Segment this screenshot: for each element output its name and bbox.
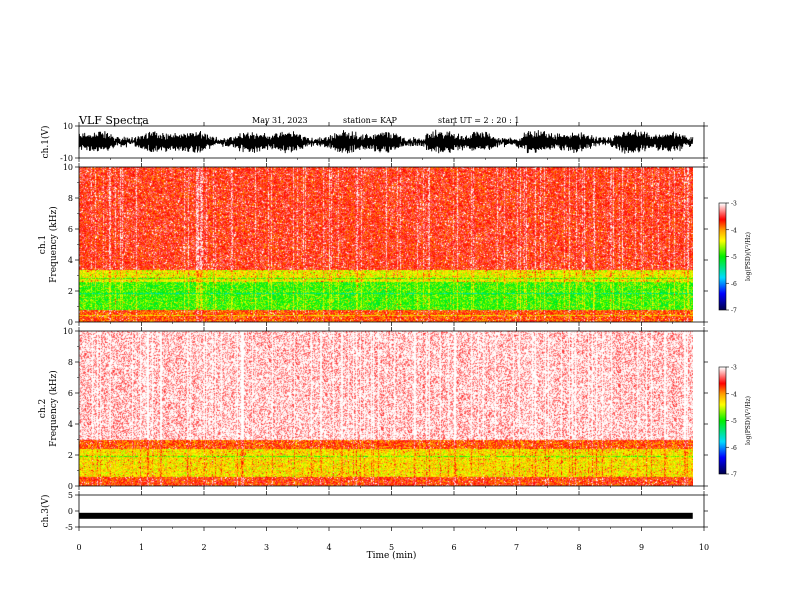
- y-tick-label: 6: [68, 225, 73, 234]
- colorbar-tick-label: -6: [731, 281, 737, 288]
- y-tick-label: 10: [63, 163, 73, 172]
- y-tick-label: 8: [68, 194, 73, 203]
- ch3-trace: [79, 512, 693, 519]
- colorbar-tick-label: -3: [731, 365, 737, 372]
- y-axis-label: ch.2: [38, 399, 48, 418]
- station-label: station= KAP: [343, 116, 397, 125]
- x-tick-label: 2: [201, 543, 206, 552]
- colorbar-ch2: [719, 367, 726, 474]
- y-axis-label: ch.1: [38, 235, 48, 254]
- y-tick-label: 10: [63, 327, 73, 336]
- date-label: May 31, 2023: [252, 116, 308, 125]
- y-tick-label: 4: [68, 420, 73, 429]
- colorbar-label: log(PSD)(V²/Hz): [745, 232, 752, 281]
- y-tick-label: 10: [63, 122, 73, 131]
- y-axis-label: Frequency (kHz): [48, 370, 59, 447]
- panel-frame: [78, 494, 705, 528]
- colorbar-tick-label: -5: [731, 254, 737, 261]
- spectrogram-image-ch2: [79, 331, 693, 486]
- x-tick-label: 3: [264, 543, 269, 552]
- y-tick-label: 8: [68, 358, 73, 367]
- colorbar-label: log(PSD)(V²/Hz): [745, 396, 752, 445]
- chart-title: VLF Spectra: [79, 114, 149, 127]
- colorbar-tick-label: -3: [731, 201, 737, 208]
- colorbar-tick-label: -5: [731, 418, 737, 425]
- colorbar-tick-label: -7: [731, 472, 737, 479]
- x-tick-label: 0: [76, 543, 81, 552]
- spectrogram-image-ch1: [79, 167, 693, 322]
- colorbar-tick-label: -7: [731, 308, 737, 315]
- x-tick-label: 10: [699, 543, 709, 552]
- x-tick-label: 4: [326, 543, 331, 552]
- y-tick-label: 6: [68, 389, 73, 398]
- y-tick-label: 4: [68, 256, 73, 265]
- start-time-label: start UT = 2 : 20 : 1: [438, 116, 520, 125]
- y-axis-label: Frequency (kHz): [48, 206, 59, 283]
- x-tick-label: 6: [451, 543, 456, 552]
- y-tick-label: -5: [65, 523, 73, 532]
- ch1-trace: [78, 129, 694, 154]
- y-tick-label: 0: [68, 507, 73, 516]
- x-tick-label: 8: [576, 543, 581, 552]
- y-axis-label: ch.3(V): [40, 495, 51, 528]
- y-tick-label: 2: [68, 287, 73, 296]
- x-tick-label: 5: [389, 543, 394, 552]
- colorbar-tick-label: -4: [731, 227, 737, 234]
- colorbar-tick-label: -4: [731, 391, 737, 398]
- colorbar-ch1: [719, 203, 726, 310]
- y-tick-label: 2: [68, 451, 73, 460]
- x-axis-label: Time (min): [367, 550, 417, 561]
- y-tick-label: 0: [68, 482, 73, 491]
- x-tick-label: 1: [139, 543, 144, 552]
- y-tick-label: -10: [60, 154, 73, 163]
- colorbar-tick-label: -6: [731, 445, 737, 452]
- y-tick-label: 0: [68, 318, 73, 327]
- x-tick-label: 7: [514, 543, 519, 552]
- y-axis-label: ch.1(V): [40, 126, 51, 159]
- x-tick-label: 9: [639, 543, 644, 552]
- y-tick-label: 5: [68, 491, 73, 500]
